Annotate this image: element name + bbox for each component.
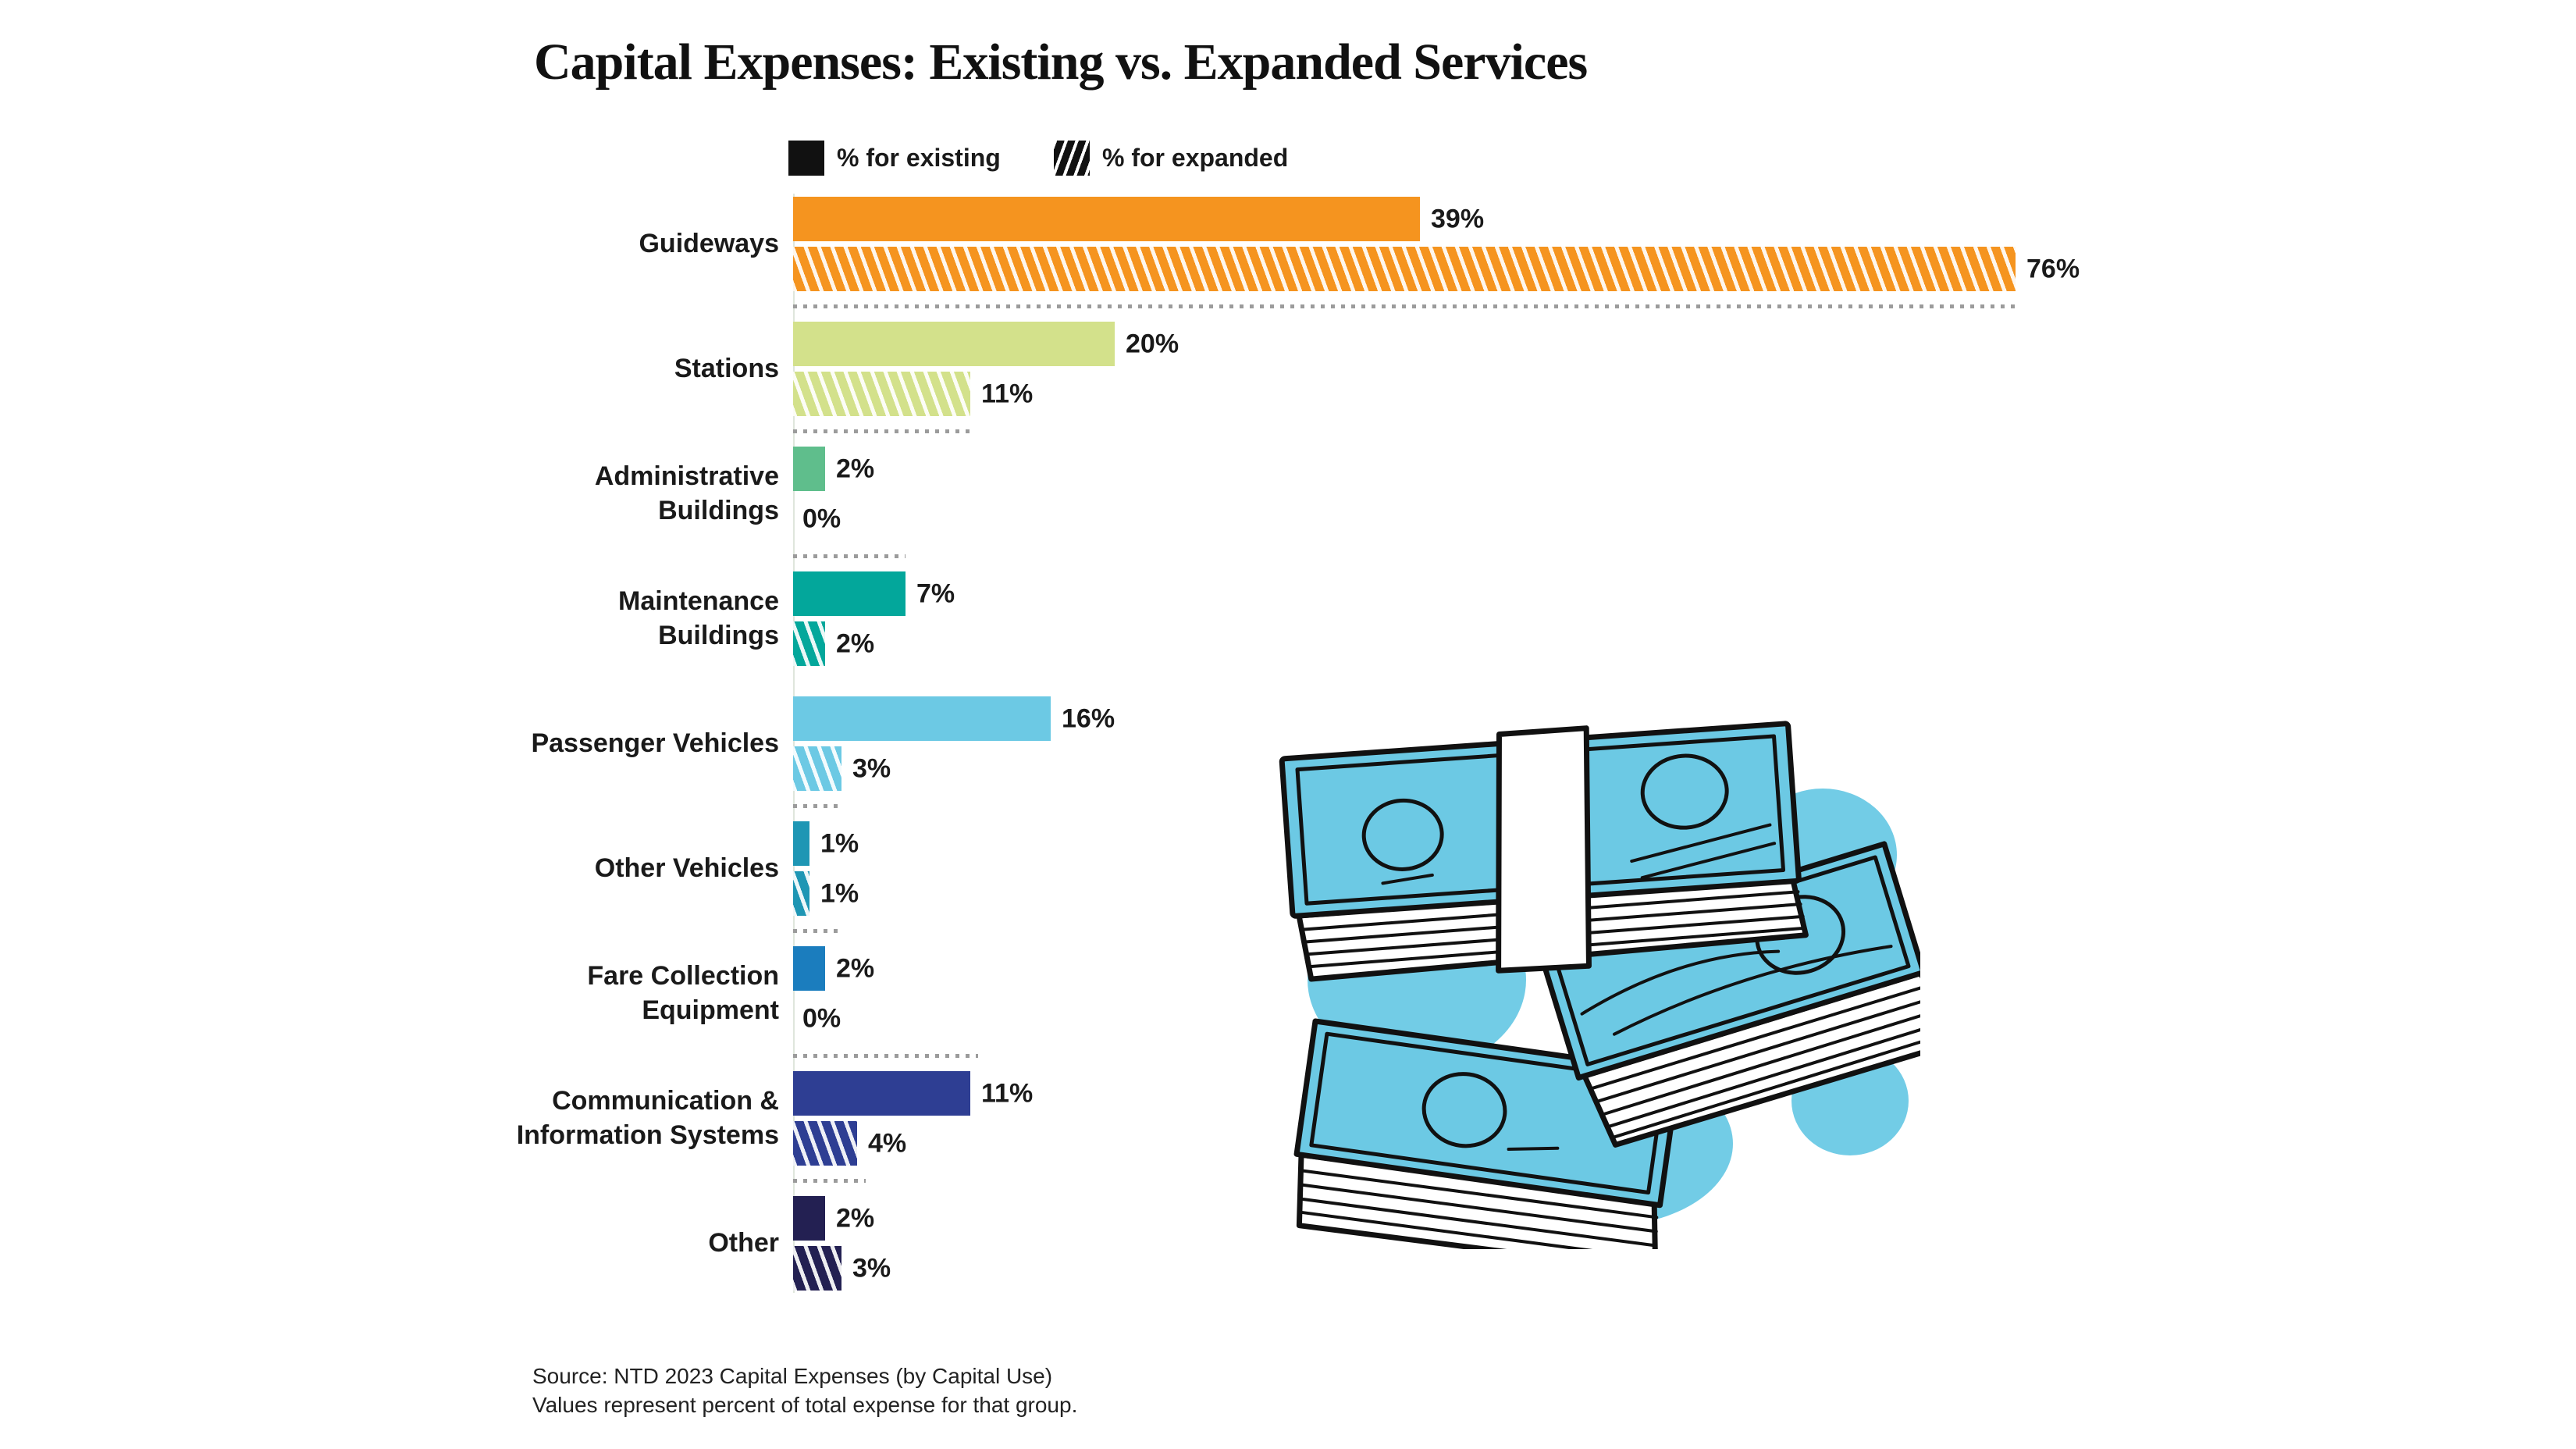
group-separator-7 — [793, 1054, 978, 1058]
category-label-other: Other — [708, 1228, 779, 1258]
category-label-fare-collection-equipment: Fare Collection Equipment — [587, 961, 779, 1025]
bar-existing-stations — [793, 322, 1115, 366]
source-note: Source: NTD 2023 Capital Expenses (by Ca… — [532, 1362, 1077, 1419]
group-separator-1 — [793, 304, 2016, 308]
value-label-expanded-passenger-vehicles: 3% — [852, 753, 891, 784]
bar-existing-fare-collection-equipment — [793, 946, 825, 991]
value-label-expanded-administrative-buildings: 0% — [802, 504, 841, 534]
bar-existing-maintenance-buildings — [793, 571, 906, 616]
value-label-expanded-communication-information-systems: 4% — [868, 1128, 907, 1159]
value-label-existing-guideways: 39% — [1431, 204, 1485, 234]
category-label-stations: Stations — [674, 354, 779, 383]
bar-expanded-other — [793, 1246, 841, 1291]
bar-existing-administrative-buildings — [793, 447, 825, 491]
value-label-existing-fare-collection-equipment: 2% — [836, 953, 875, 984]
group-separator-5 — [793, 804, 841, 808]
value-label-existing-other: 2% — [836, 1203, 875, 1234]
bar-existing-guideways — [793, 197, 1420, 241]
value-label-expanded-guideways: 76% — [2026, 254, 2080, 284]
value-label-existing-stations: 20% — [1126, 329, 1179, 359]
bar-expanded-passenger-vehicles — [793, 746, 841, 791]
group-separator-6 — [793, 929, 841, 933]
bar-expanded-other-vehicles — [793, 871, 809, 916]
bar-expanded-maintenance-buildings — [793, 621, 825, 666]
group-separator-8 — [793, 1179, 866, 1183]
value-label-expanded-fare-collection-equipment: 0% — [802, 1003, 841, 1034]
value-label-existing-maintenance-buildings: 7% — [916, 579, 955, 609]
money-bundle-top — [1279, 721, 1809, 982]
value-label-existing-communication-information-systems: 11% — [981, 1078, 1034, 1109]
bar-existing-passenger-vehicles — [793, 696, 1051, 741]
bar-existing-other-vehicles — [793, 821, 809, 866]
y-axis-line — [793, 194, 795, 1293]
bar-expanded-stations — [793, 372, 970, 416]
legend-label-expanded: % for expanded — [1102, 144, 1289, 172]
bar-existing-communication-information-systems — [793, 1071, 970, 1116]
group-separator-2 — [793, 429, 970, 433]
legend-swatch-existing-icon — [788, 141, 824, 176]
category-label-communication-information-systems: Communication & Information Systems — [516, 1086, 779, 1150]
value-label-existing-passenger-vehicles: 16% — [1062, 703, 1115, 734]
group-separator-3 — [793, 554, 906, 558]
bar-expanded-guideways — [793, 247, 2016, 291]
legend-label-existing: % for existing — [837, 144, 1001, 172]
value-label-expanded-other: 3% — [852, 1253, 891, 1283]
category-label-guideways: Guideways — [639, 229, 779, 258]
source-line-1: Source: NTD 2023 Capital Expenses (by Ca… — [532, 1364, 1053, 1388]
value-label-existing-other-vehicles: 1% — [820, 828, 859, 859]
legend-swatch-expanded-icon — [1054, 141, 1090, 176]
category-label-maintenance-buildings: Maintenance Buildings — [618, 586, 779, 650]
bar-existing-other — [793, 1196, 825, 1241]
category-label-passenger-vehicles: Passenger Vehicles — [531, 728, 779, 758]
category-label-other-vehicles: Other Vehicles — [594, 853, 779, 883]
money-illustration — [1279, 721, 1920, 1249]
value-label-expanded-other-vehicles: 1% — [820, 878, 859, 909]
value-label-expanded-maintenance-buildings: 2% — [836, 628, 875, 659]
value-label-expanded-stations: 11% — [981, 379, 1034, 409]
category-label-administrative-buildings: Administrative Buildings — [594, 461, 779, 525]
chart-title: Capital Expenses: Existing vs. Expanded … — [534, 34, 1588, 91]
source-line-2: Values represent percent of total expens… — [532, 1393, 1078, 1417]
value-label-existing-administrative-buildings: 2% — [836, 454, 875, 484]
bar-expanded-communication-information-systems — [793, 1121, 857, 1166]
